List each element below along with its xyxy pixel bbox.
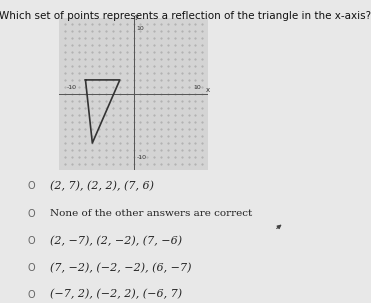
Text: -10: -10 <box>136 155 146 160</box>
Text: (2, 7), (2, 2), (7, 6): (2, 7), (2, 2), (7, 6) <box>50 181 154 191</box>
Text: None of the other answers are correct: None of the other answers are correct <box>50 209 252 218</box>
Text: O: O <box>28 181 35 191</box>
Text: (−7, 2), (−2, 2), (−6, 7): (−7, 2), (−2, 2), (−6, 7) <box>50 289 182 300</box>
Text: O: O <box>28 289 35 300</box>
Text: 10: 10 <box>136 26 144 31</box>
Text: (7, −2), (−2, −2), (6, −7): (7, −2), (−2, −2), (6, −7) <box>50 263 191 273</box>
Text: Which set of points represents a reflection of the triangle in the x-axis?: Which set of points represents a reflect… <box>0 11 371 21</box>
Text: (2, −7), (2, −2), (7, −6): (2, −7), (2, −2), (7, −6) <box>50 236 182 246</box>
Text: 10: 10 <box>193 85 201 90</box>
Text: -10: -10 <box>66 85 76 90</box>
Text: O: O <box>28 208 35 219</box>
Text: x: x <box>206 88 210 93</box>
Text: y: y <box>135 14 139 20</box>
Text: O: O <box>28 263 35 273</box>
Text: O: O <box>28 236 35 246</box>
